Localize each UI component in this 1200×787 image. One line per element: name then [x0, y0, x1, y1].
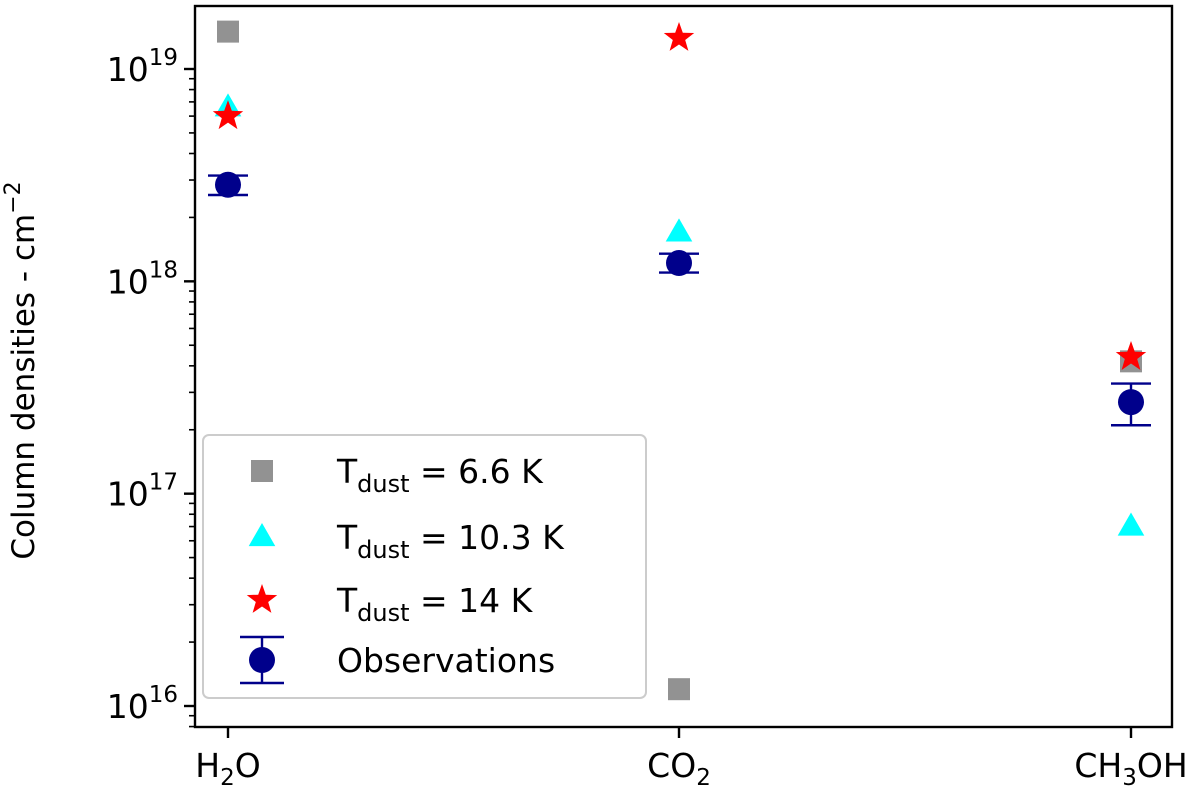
legend-label-suffix: = 10.3 K — [410, 518, 566, 557]
y-axis-label: Column densities - cm−2 — [1, 181, 42, 559]
legend-marker-triangle — [248, 523, 276, 547]
y-tick-exponent: 18 — [149, 257, 178, 283]
legend-entry-label: Observations — [337, 641, 555, 680]
point-tdust-14 — [1115, 341, 1147, 370]
y-tick-mantissa: 10 — [107, 50, 149, 89]
y-tick-exponent: 16 — [149, 682, 178, 708]
legend-label-subscript: dust — [357, 470, 409, 498]
y-tick-label: 1017 — [107, 470, 178, 514]
y-axis-label-text: Column densities - cm — [6, 214, 42, 560]
x-tick-label: H2O — [195, 746, 260, 787]
point-tdust-14 — [212, 100, 244, 130]
legend-entry-label: Tdust = 10.3 K — [336, 518, 565, 564]
legend-label-suffix: = 6.6 K — [410, 452, 545, 491]
x-tick-label-base: CH — [1074, 746, 1122, 785]
x-tick-label: CO2 — [647, 746, 711, 787]
legend-entry-label: Tdust = 14 K — [336, 581, 534, 627]
y-tick-label: 1018 — [107, 257, 178, 301]
x-tick-label-subscript: 3 — [1122, 765, 1137, 787]
y-tick-mantissa: 10 — [107, 475, 149, 514]
x-tick-label: CH3OH — [1074, 746, 1187, 787]
x-tick-label-base: H — [195, 746, 220, 785]
legend-label-prefix: T — [336, 581, 358, 620]
legend-marker-square — [251, 460, 273, 482]
y-tick-exponent: 17 — [149, 470, 178, 496]
y-tick-mantissa: 10 — [107, 262, 149, 301]
point-tdust-10-3 — [665, 218, 693, 242]
legend-label-subscript: dust — [357, 536, 409, 564]
y-tick-mantissa: 10 — [107, 687, 149, 726]
legend-label-prefix: T — [336, 518, 358, 557]
legend-marker-observations — [249, 647, 275, 673]
x-tick-label-base: CO — [647, 746, 696, 785]
point-tdust-10-3 — [1117, 512, 1145, 536]
legend-marker-star — [246, 584, 278, 613]
x-tick-label-rest: OH — [1137, 746, 1188, 785]
legend-label-suffix: = 14 K — [410, 581, 534, 620]
x-tick-label-subscript: 2 — [696, 765, 711, 787]
y-tick-label: 1016 — [107, 682, 178, 726]
point-tdust-6-6 — [668, 678, 690, 701]
y-tick-label: 1019 — [107, 45, 178, 89]
point-tdust-6-6 — [217, 20, 239, 43]
legend-label-prefix: T — [336, 452, 358, 491]
point-tdust-14 — [663, 22, 695, 51]
point-observation — [1118, 389, 1144, 416]
x-tick-label-subscript: 2 — [220, 765, 235, 787]
point-observation — [666, 249, 692, 276]
point-observation — [215, 171, 241, 198]
legend-entry-label: Tdust = 6.6 K — [336, 452, 544, 498]
legend-label-subscript: dust — [357, 599, 409, 627]
x-tick-label-rest: O — [235, 746, 261, 785]
legend-label-prefix: Observations — [337, 641, 555, 680]
y-axis-label-exponent: −2 — [1, 181, 26, 213]
legend-box — [202, 434, 647, 699]
y-tick-exponent: 19 — [149, 45, 178, 71]
